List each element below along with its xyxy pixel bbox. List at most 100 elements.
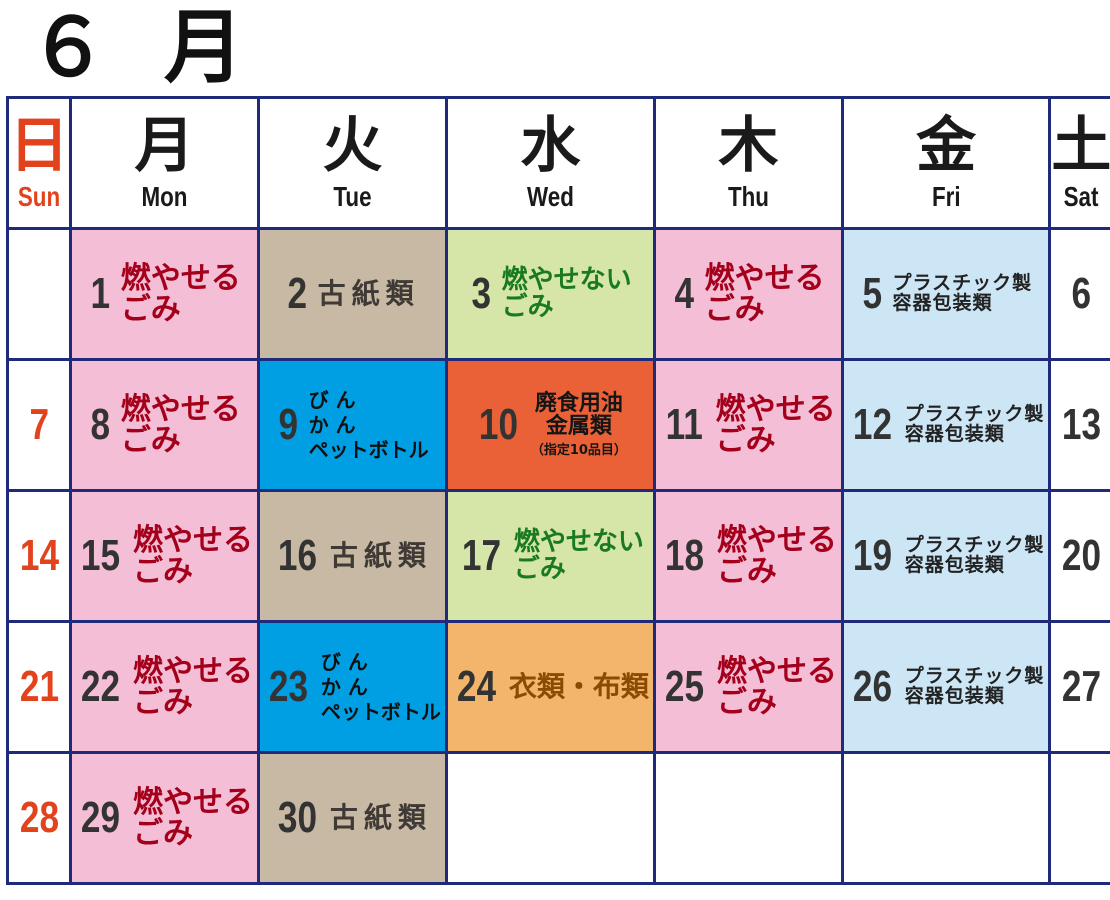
day-cell: 17 燃やせない ごみ <box>444 489 656 623</box>
day-cell: 16 古紙類 <box>256 489 448 623</box>
day-number: 6 <box>1071 269 1092 318</box>
day-number: 26 <box>852 662 892 711</box>
collection-label: 燃やせる ごみ <box>704 260 825 326</box>
weekday-header-mon: 月 Mon <box>69 96 260 230</box>
week-row: 1 燃やせる ごみ 2 古紙類 3 燃やせない ごみ 4 燃やせる ごみ 5 プラスチック製 容器包装類 6 <box>6 227 1110 361</box>
collection-label-line: 燃やせる <box>716 653 837 689</box>
collection-label-line: ごみ <box>120 423 181 458</box>
day-cell: 12 プラスチック製 容器包装類 <box>840 358 1052 492</box>
collection-label: 古紙類 <box>329 539 432 573</box>
collection-label-line: ごみ <box>120 292 181 327</box>
collection-label-line: 燃やせる <box>132 784 253 820</box>
collection-label: 古紙類 <box>330 803 432 833</box>
week-row: 14 15 燃やせる ごみ 16 古紙類 17 燃やせない ごみ 18 燃やせる ごみ 19 プラスチック… <box>6 489 1110 623</box>
collection-label: 燃やせない ごみ <box>514 528 644 584</box>
day-cell <box>652 751 844 885</box>
collection-label-line: プラスチック製 <box>904 665 1045 688</box>
day-number: 9 <box>278 400 299 449</box>
day-number: 17 <box>461 531 501 580</box>
day-number: 15 <box>80 531 121 580</box>
day-number: 22 <box>80 662 121 711</box>
weekday-english: Tue <box>333 181 372 212</box>
weekday-english: Wed <box>526 181 574 212</box>
collection-label-line: び ん <box>308 387 356 412</box>
weekday-english: Mon <box>141 181 188 212</box>
collection-label: 燃やせる ごみ <box>716 653 837 720</box>
day-cell: 13 <box>1048 358 1110 492</box>
day-number: 25 <box>664 662 704 711</box>
collection-label-line: 古紙類 <box>329 539 432 573</box>
day-cell <box>840 751 1052 885</box>
collection-label-line: 古紙類 <box>317 277 420 311</box>
collection-label-line: び ん <box>320 649 368 674</box>
weekday-header-fri: 金 Fri <box>840 96 1052 230</box>
collection-label: 燃やせる ごみ <box>715 391 836 458</box>
collection-label: プラスチック製 容器包装類 <box>892 273 1033 314</box>
day-cell: 11 燃やせる ごみ <box>652 358 844 492</box>
day-number: 20 <box>1061 531 1101 580</box>
day-number: 21 <box>19 662 59 711</box>
day-cell: 21 <box>6 620 72 754</box>
collection-label-line: ごみ <box>716 685 777 720</box>
day-cell: 14 <box>6 489 72 623</box>
collection-label-line: 燃やせる <box>715 391 836 427</box>
collection-label-line: プラスチック製 <box>904 403 1045 426</box>
collection-label-line: 燃やせる <box>704 260 825 296</box>
day-cell: 19 プラスチック製 容器包装類 <box>840 489 1052 623</box>
collection-label: 燃やせる ごみ <box>132 784 253 850</box>
collection-label: 燃やせる ごみ <box>132 653 253 720</box>
weekday-kanji: 土 <box>1051 111 1110 181</box>
week-row: 21 22 燃やせる ごみ 23 び んか んペットボトル 24 衣類・布類 25 燃やせる ごみ 2… <box>6 620 1110 754</box>
collection-label-line: ペットボトル <box>308 437 429 462</box>
day-number: 29 <box>80 793 121 842</box>
day-cell: 5 プラスチック製 容器包装類 <box>840 227 1052 361</box>
day-cell <box>444 751 656 885</box>
day-cell: 26 プラスチック製 容器包装類 <box>840 620 1052 754</box>
day-cell: 3 燃やせない ごみ <box>444 227 656 361</box>
collection-label: 燃やせる ごみ <box>716 524 837 589</box>
collection-label: び んか んペットボトル <box>309 388 429 463</box>
collection-label-line: 容器包装類 <box>892 292 993 314</box>
weekday-kanji: 月 <box>134 111 195 181</box>
day-cell: 28 <box>6 751 72 885</box>
collection-label-line: 燃やせる <box>132 653 253 689</box>
collection-label: プラスチック製 容器包装類 <box>905 535 1045 576</box>
day-number: 3 <box>471 269 492 318</box>
day-number: 5 <box>862 269 883 318</box>
day-number: 1 <box>90 269 111 318</box>
collection-label-line: ごみ <box>132 685 193 720</box>
collection-label-line: 廃食用油 <box>534 391 623 417</box>
week-row: 7 8 燃やせる ごみ 9 び んか んペットボトル 10 廃食用油 金属類 （指定10品目） 11… <box>6 358 1110 492</box>
calendar-body: 1 燃やせる ごみ 2 古紙類 3 燃やせない ごみ 4 燃やせる ごみ 5 プラスチック製 容器包装類 6… <box>6 227 1110 885</box>
weekday-english: Thu <box>727 181 769 212</box>
day-number: 30 <box>277 793 317 842</box>
collection-label-line: 容器包装類 <box>904 423 1005 445</box>
calendar-grid: 日 Sun 月 Mon 火 Tue 水 Wed 木 Thu 金 Fri 土 Sat 1 燃やせる ごみ 2 古紙類… <box>6 96 1110 885</box>
collection-label: プラスチック製 容器包装類 <box>904 665 1045 707</box>
day-cell: 4 燃やせる ごみ <box>652 227 844 361</box>
day-cell <box>1048 751 1110 885</box>
collection-label-line: か ん <box>320 674 368 699</box>
collection-label-line: ごみ <box>715 423 776 458</box>
weekday-header-wed: 水 Wed <box>444 96 656 230</box>
collection-label-line: ごみ <box>716 554 777 589</box>
collection-label-line: 燃やせる <box>120 260 241 296</box>
collection-label: プラスチック製 容器包装類 <box>904 403 1045 445</box>
weekday-kanji: 火 <box>322 111 383 181</box>
weekday-header-sat: 土 Sat <box>1048 96 1110 230</box>
weekday-header-thu: 木 Thu <box>652 96 844 230</box>
day-number: 10 <box>478 400 518 449</box>
weekday-english: Fri <box>931 181 961 212</box>
day-cell: 20 <box>1048 489 1110 623</box>
day-cell <box>6 227 72 361</box>
collection-label-line: ごみ <box>501 292 554 322</box>
collection-label-line: 衣類・布類 <box>508 670 649 704</box>
weekday-header: 日 Sun 月 Mon 火 Tue 水 Wed 木 Thu 金 Fri 土 Sat <box>6 96 1110 230</box>
collection-label-line: か ん <box>308 412 356 437</box>
day-number: 18 <box>664 531 704 580</box>
day-number: 11 <box>665 400 703 449</box>
collection-label: 燃やせる ごみ <box>133 524 253 588</box>
day-cell: 18 燃やせる ごみ <box>652 489 844 623</box>
